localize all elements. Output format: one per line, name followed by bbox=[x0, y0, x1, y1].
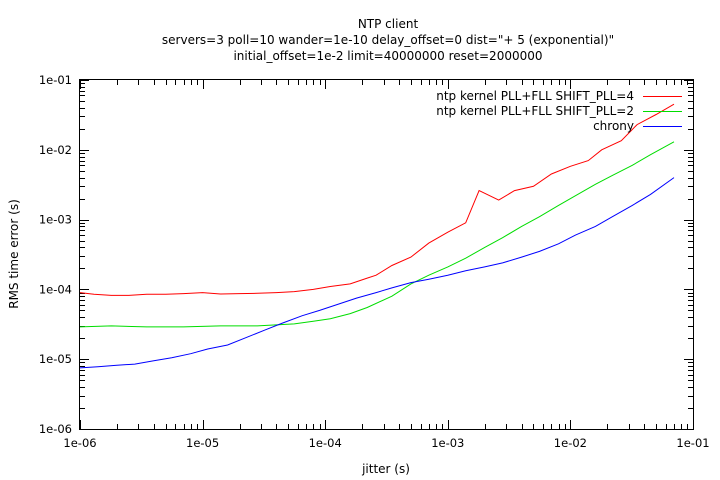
y-tick-label: 1e-01 bbox=[39, 73, 72, 87]
series-line-1 bbox=[79, 103, 675, 296]
y-tick-label: 1e-03 bbox=[39, 213, 72, 227]
x-tick-label: 1e-06 bbox=[63, 436, 96, 450]
x-tick-label: 1e-01 bbox=[676, 436, 709, 450]
legend-label-3: chrony bbox=[593, 119, 634, 133]
series-line-2 bbox=[79, 141, 675, 328]
y-tick-label: 1e-02 bbox=[39, 143, 72, 157]
legend-label-1: ntp kernel PLL+FLL SHIFT_PLL=4 bbox=[436, 89, 634, 103]
x-tick-label: 1e-02 bbox=[554, 436, 587, 450]
x-tick-label: 1e-04 bbox=[309, 436, 342, 450]
plot-frame bbox=[79, 79, 694, 430]
title-line-1: NTP client bbox=[358, 17, 419, 31]
y-tick-label: 1e-05 bbox=[39, 352, 72, 366]
legend-label-2: ntp kernel PLL+FLL SHIFT_PLL=2 bbox=[436, 104, 634, 118]
series-lines bbox=[79, 103, 675, 369]
x-tick-label: 1e-03 bbox=[431, 436, 464, 450]
chart-title: NTP client servers=3 poll=10 wander=1e-1… bbox=[162, 17, 614, 63]
series-line-3 bbox=[79, 177, 675, 369]
axis-tick-labels: 1e-06 1e-05 1e-04 1e-03 1e-02 1e-01 1e-06 1e-05… bbox=[39, 73, 710, 450]
x-axis-label: jitter (s) bbox=[361, 462, 410, 476]
axis-ticks bbox=[80, 80, 694, 430]
y-axis-label: RMS time error (s) bbox=[7, 199, 21, 309]
y-tick-label: 1e-04 bbox=[39, 282, 72, 296]
title-line-2: servers=3 poll=10 wander=1e-10 delay_off… bbox=[162, 33, 614, 47]
title-line-3: initial_offset=1e-2 limit=40000000 reset… bbox=[233, 49, 542, 63]
y-tick-label: 1e-06 bbox=[39, 422, 72, 436]
x-tick-label: 1e-05 bbox=[186, 436, 219, 450]
